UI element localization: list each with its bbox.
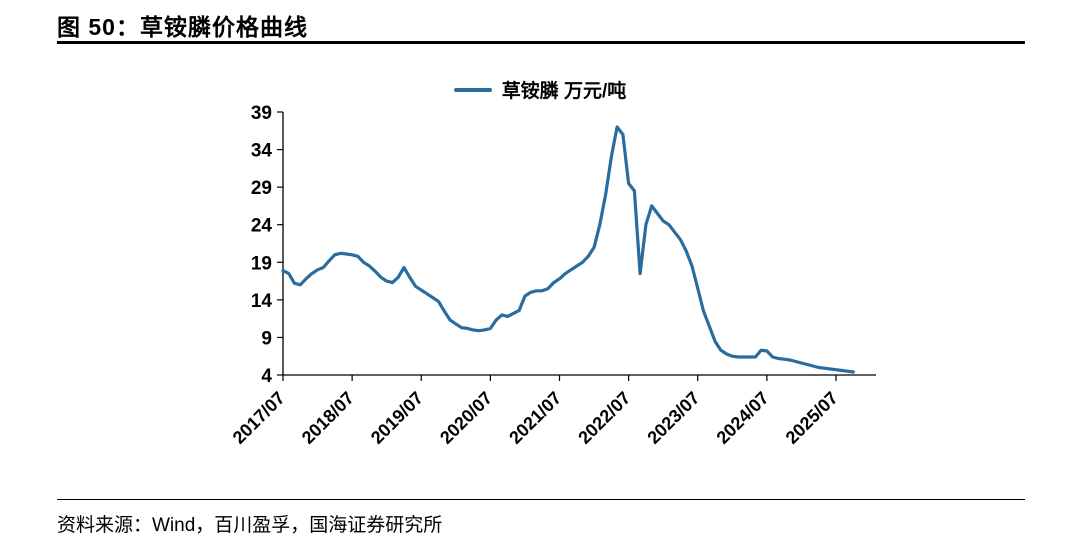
- footer-divider: [57, 499, 1025, 500]
- figure-title: 图 50：草铵膦价格曲线: [57, 14, 308, 40]
- x-axis-label: 2021/07: [505, 388, 565, 448]
- y-axis-label: 9: [261, 328, 272, 349]
- legend-line-swatch: [453, 87, 492, 92]
- y-axis-label: 4: [261, 366, 272, 387]
- y-axis-label: 34: [251, 141, 273, 162]
- y-axis-label: 24: [251, 216, 273, 237]
- legend-label: 草铵膦 万元/吨: [501, 81, 627, 102]
- x-axis-label: 2024/07: [713, 388, 773, 448]
- title-underline: [57, 41, 1025, 44]
- x-axis-label: 2023/07: [643, 388, 703, 448]
- x-axis-label: 2017/07: [229, 388, 289, 448]
- chart-legend: 草铵膦 万元/吨: [0, 76, 1080, 103]
- x-axis-label: 2022/07: [574, 388, 634, 448]
- x-axis-label: 2020/07: [436, 388, 496, 448]
- axis: [282, 112, 876, 376]
- y-axis-label: 29: [251, 178, 272, 199]
- x-axis-label: 2025/07: [782, 388, 842, 448]
- x-axis-label: 2018/07: [298, 388, 358, 448]
- y-axis-label: 39: [251, 103, 272, 124]
- price-line-chart: 4 9 14 19 24 29 34 39 2017/07 2018/07 2019/07 2020/…: [229, 103, 876, 448]
- y-axis-label: 19: [251, 253, 272, 274]
- y-axis-label: 14: [251, 291, 273, 312]
- price-line: [281, 125, 855, 374]
- source-note: 资料来源：Wind，百川盈孚，国海证券研究所: [57, 515, 443, 536]
- x-axis-label: 2019/07: [367, 388, 427, 448]
